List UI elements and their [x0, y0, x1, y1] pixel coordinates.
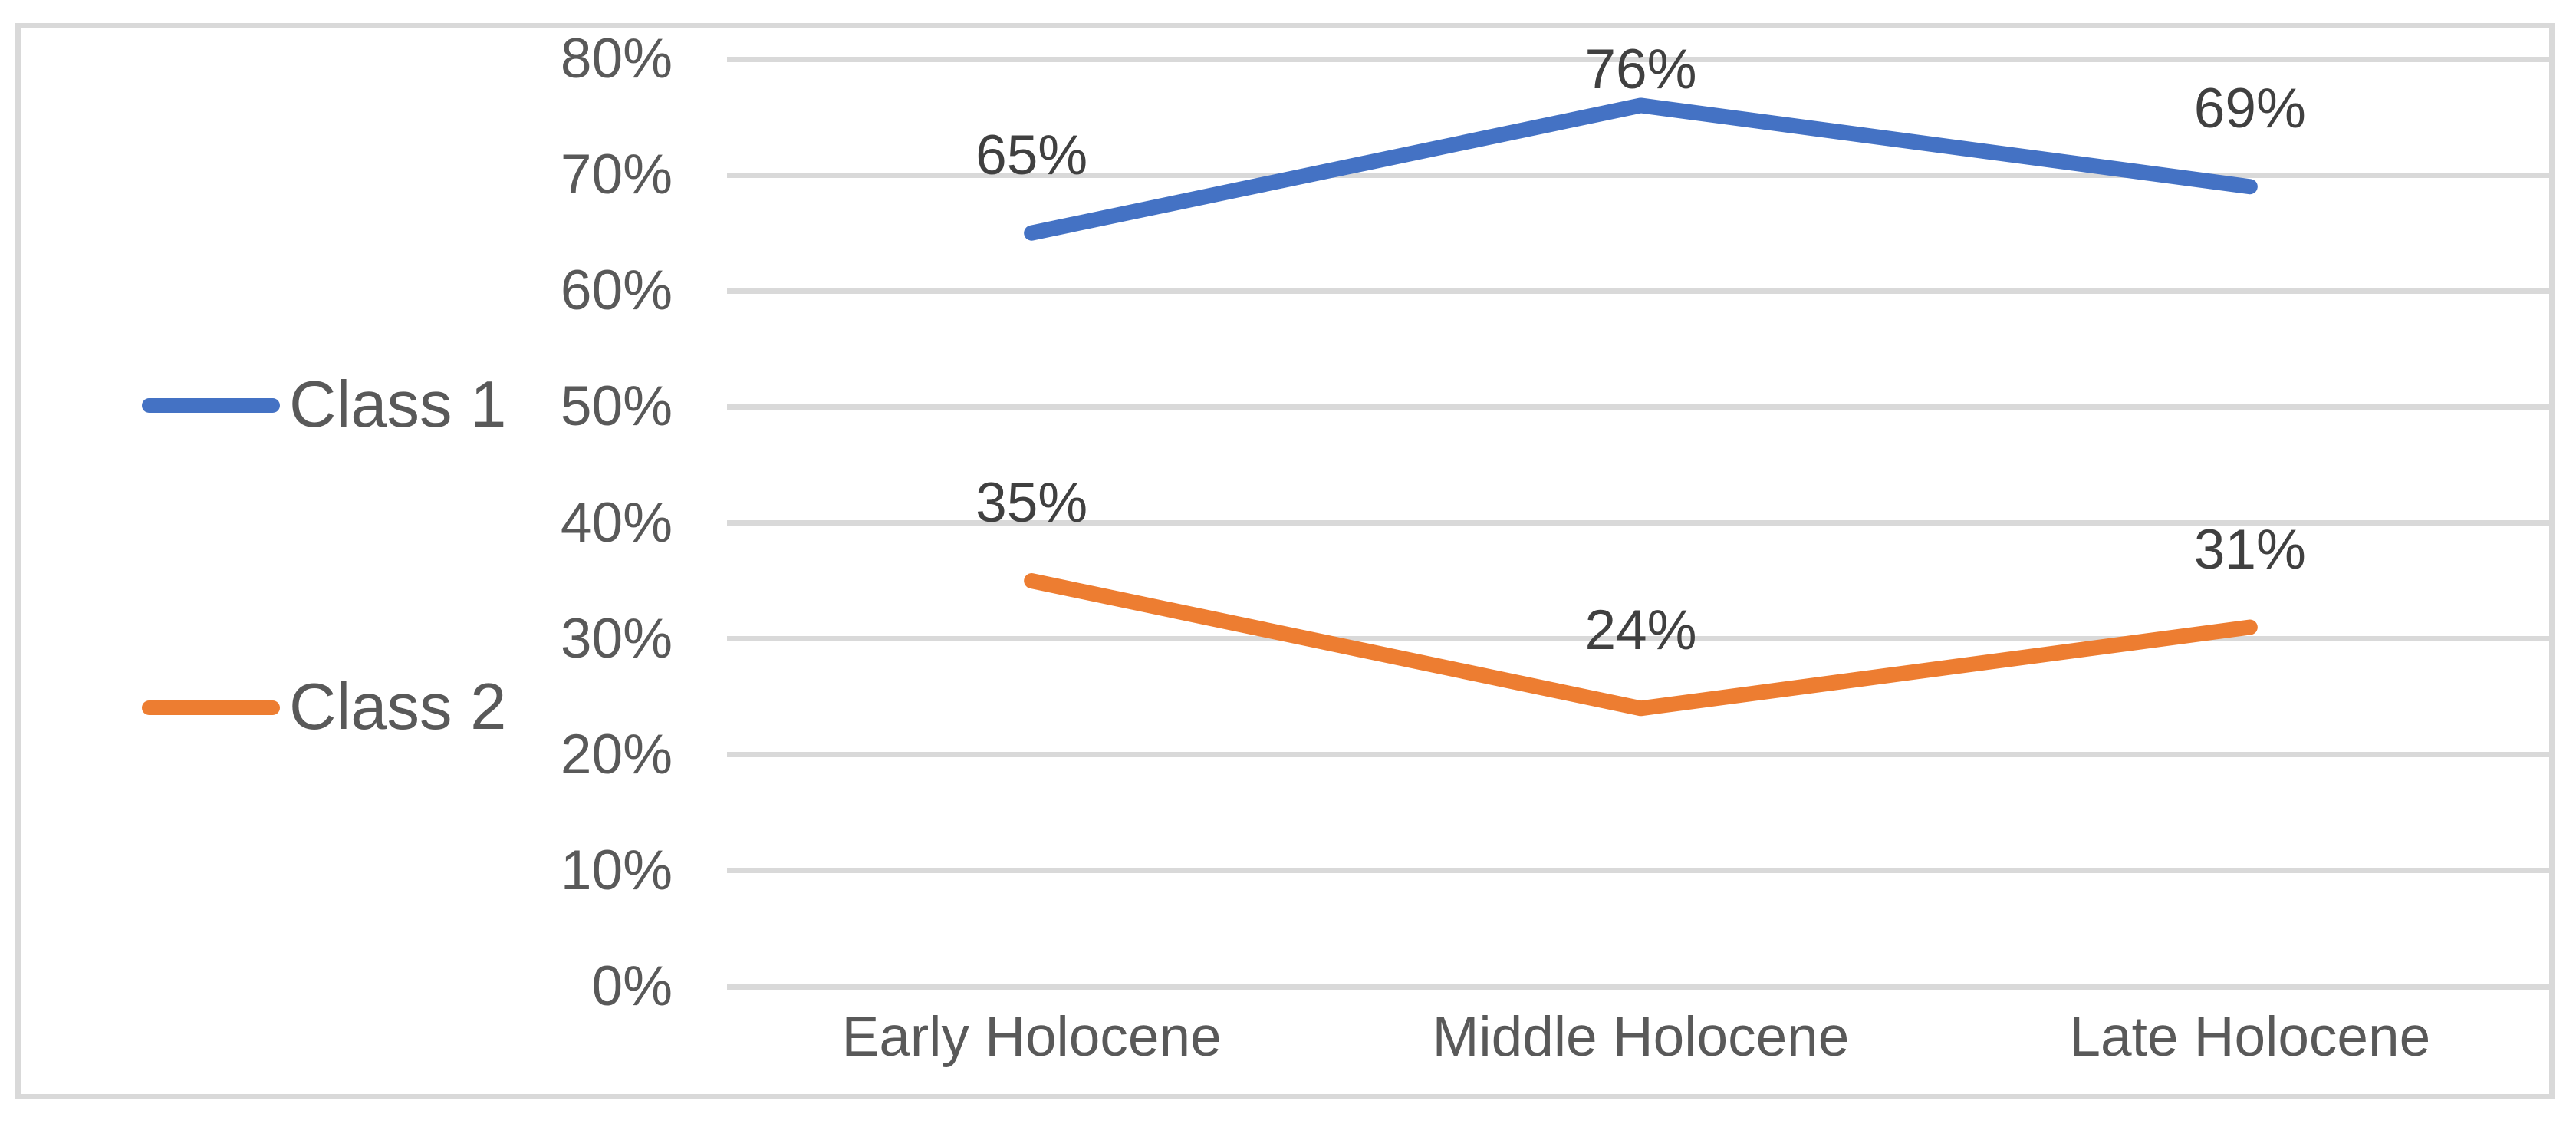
legend-label-class-1: Class 1 [289, 368, 507, 441]
y-tick-label-30%: 30% [560, 607, 673, 670]
gridline-0% [727, 984, 2555, 990]
data-label: 35% [975, 472, 1088, 535]
x-category-label: Late Holocene [2069, 1006, 2431, 1068]
y-tick-label-0%: 0% [591, 955, 673, 1017]
series-line-class-2 [1024, 573, 2258, 717]
data-label: 76% [1584, 38, 1697, 101]
legend-label-class-2: Class 2 [289, 671, 507, 743]
gridline-50% [727, 404, 2555, 410]
gridline-40% [727, 520, 2555, 526]
data-label: 31% [2193, 518, 2306, 581]
y-tick-label-70%: 70% [560, 143, 673, 206]
data-label: 69% [2193, 77, 2306, 140]
class-1-line-swatch-icon [142, 397, 280, 413]
data-label: 24% [1584, 599, 1697, 662]
gridline-70% [727, 172, 2555, 178]
y-tick-label-10%: 10% [560, 839, 673, 902]
y-tick-label-20%: 20% [560, 723, 673, 786]
gridline-20% [727, 752, 2555, 758]
legend-item-class-1: Class 1 [142, 367, 506, 443]
chart-border [15, 23, 2555, 1099]
gridline-10% [727, 868, 2555, 874]
y-tick-label-60%: 60% [560, 259, 673, 322]
gridline-60% [727, 288, 2555, 294]
series-line-class-1 [1024, 97, 2258, 241]
x-category-label: Early Holocene [841, 1006, 1222, 1068]
class-2-line-swatch-icon [142, 700, 280, 715]
y-tick-label-80%: 80% [560, 28, 673, 90]
legend-item-class-2: Class 2 [142, 669, 506, 746]
gridline-30% [727, 636, 2555, 642]
x-category-label: Middle Holocene [1432, 1006, 1850, 1068]
data-label: 65% [975, 124, 1088, 186]
gridline-80% [727, 56, 2555, 62]
y-tick-label-50%: 50% [560, 375, 673, 438]
y-tick-label-40%: 40% [560, 491, 673, 554]
